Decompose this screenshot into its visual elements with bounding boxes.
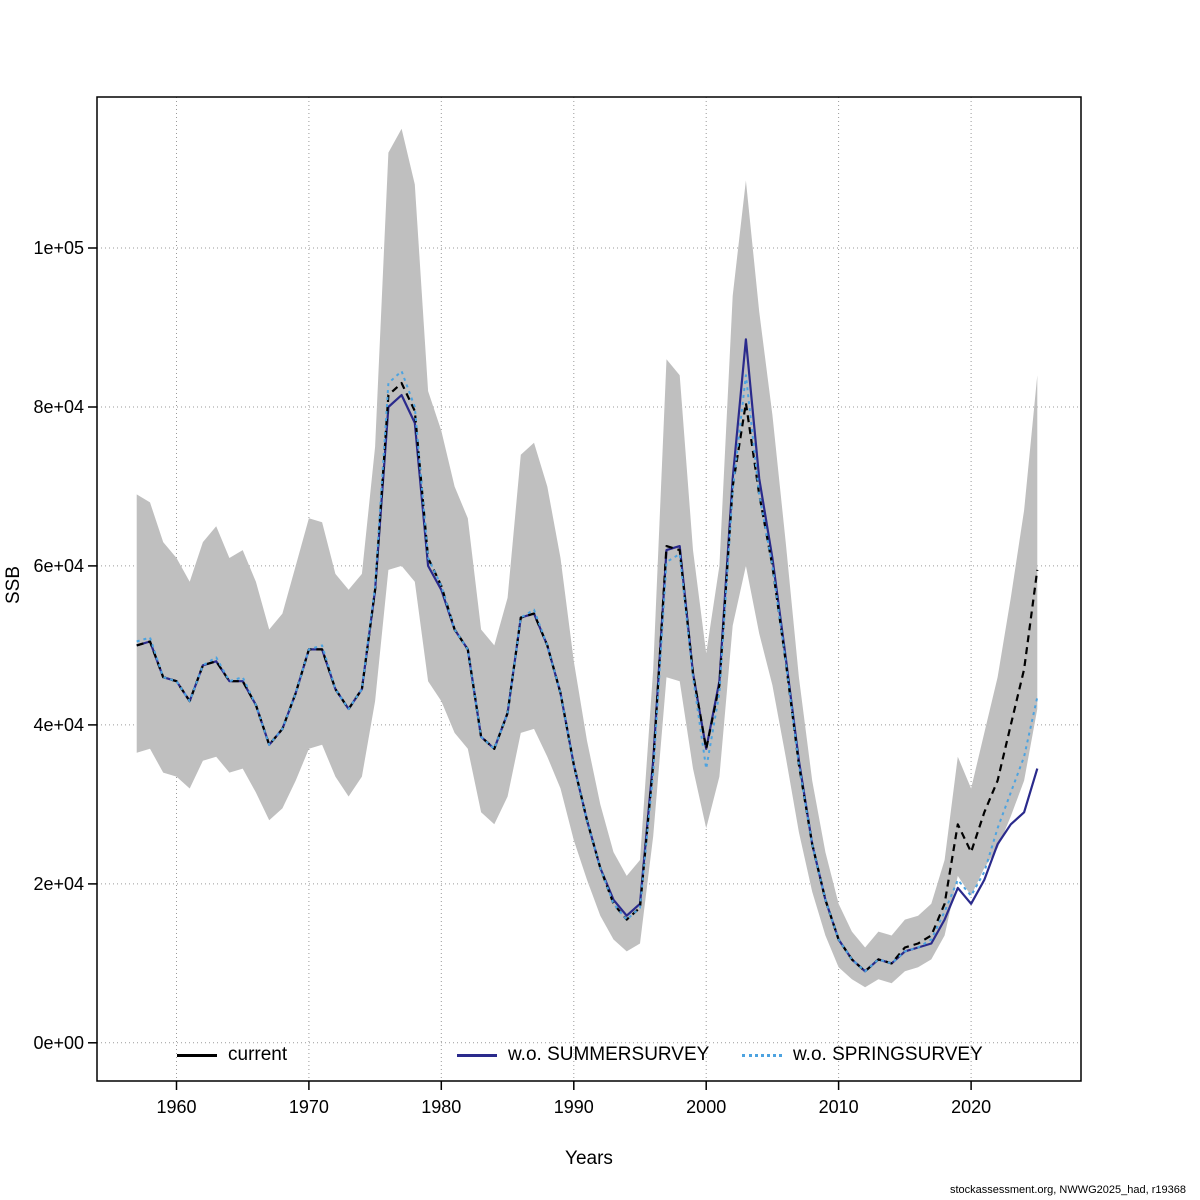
x-axis-label: Years: [565, 1148, 613, 1169]
x-tick-label: 1980: [421, 1097, 461, 1117]
legend-label-wo-summersurvey: w.o. SUMMERSURVEY: [508, 1044, 710, 1065]
legend-label-wo-springsurvey: w.o. SPRINGSURVEY: [793, 1044, 983, 1065]
y-tick-label: 6e+04: [33, 556, 84, 576]
confidence-band: [136, 128, 1038, 988]
series-line-wo-springsurvey: [136, 370, 1039, 973]
y-tick-label: 2e+04: [33, 874, 84, 894]
legend-item-wo-summersurvey: w.o. SUMMERSURVEY: [457, 1041, 709, 1069]
y-tick-label: 0e+00: [33, 1033, 84, 1053]
legend-line-swatch-wo-summersurvey: [457, 1053, 497, 1057]
legend-line-swatch-current: [177, 1053, 217, 1057]
x-tick-label: 1960: [156, 1097, 196, 1117]
y-tick-label: 1e+05: [33, 238, 84, 258]
x-tick-label: 2000: [686, 1097, 726, 1117]
x-tick-label: 1970: [289, 1097, 329, 1117]
watermark-text: stockassessment.org, NWWG2025_had, r1936…: [949, 1184, 1186, 1196]
legend: current w.o. SUMMERSURVEY w.o. SPRINGSUR…: [97, 1041, 1081, 1069]
legend-label-current: current: [228, 1044, 288, 1065]
plot-border: [96, 96, 1082, 1082]
x-tick-label: 2020: [951, 1097, 991, 1117]
y-axis-label: SSB: [3, 565, 24, 605]
x-tick-label: 1990: [554, 1097, 594, 1117]
legend-item-current: current: [177, 1041, 287, 1069]
y-tick-label: 4e+04: [33, 715, 84, 735]
legend-line-swatch-wo-springsurvey: [742, 1053, 782, 1057]
legend-item-wo-springsurvey: w.o. SPRINGSURVEY: [742, 1041, 983, 1069]
y-tick-label: 8e+04: [33, 397, 84, 417]
x-tick-label: 2010: [819, 1097, 859, 1117]
